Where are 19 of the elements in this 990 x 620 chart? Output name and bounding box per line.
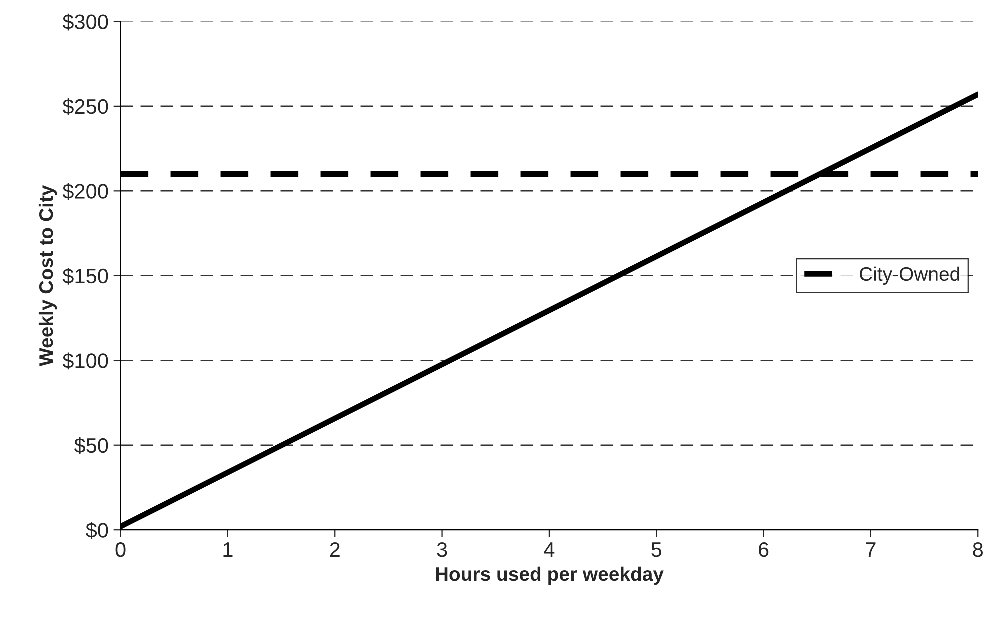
y-tick-label: $0 — [86, 522, 108, 540]
x-axis-title: Hours used per weekday — [436, 566, 664, 586]
y-axis-title: Weekly Cost to City — [38, 185, 58, 366]
y-tick-label: $50 — [74, 437, 108, 454]
y-tick-label: $300 — [62, 14, 108, 31]
x-tick-label: 7 — [866, 542, 876, 558]
x-tick-label: 4 — [544, 542, 555, 558]
y-tick-label: $150 — [62, 268, 108, 285]
x-tick-label: 3 — [437, 542, 448, 558]
y-tick-label: $100 — [62, 352, 108, 370]
y-tick-label: $200 — [62, 183, 108, 200]
x-tick-label: 8 — [973, 542, 984, 558]
y-tick-label: $250 — [62, 98, 108, 116]
legend-label: City-Owned — [860, 266, 960, 285]
x-tick-label: 0 — [116, 542, 126, 558]
x-tick-label: 5 — [652, 542, 662, 558]
x-tick-label: 1 — [224, 542, 233, 558]
x-tick-label: 2 — [330, 542, 340, 558]
x-tick-label: 6 — [759, 542, 769, 558]
